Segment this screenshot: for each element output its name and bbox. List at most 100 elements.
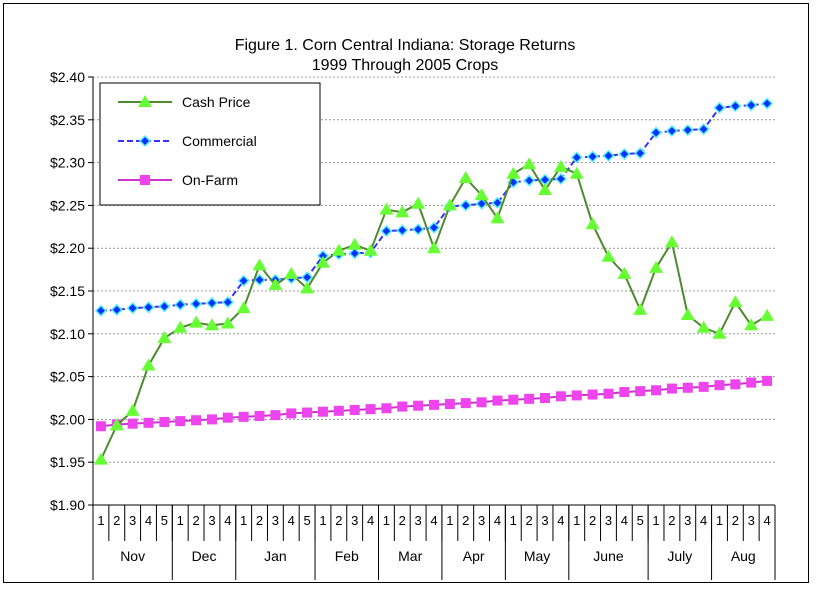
x-week-label: 1 [652,513,659,528]
data-point [412,223,425,236]
data-point [93,452,108,465]
data-point [459,199,472,212]
data-point [491,196,504,209]
data-point [268,278,283,291]
y-tick-label: $1.90 [50,497,85,513]
data-point [427,241,441,254]
data-point [396,224,409,237]
data-point [110,303,123,316]
data-point [601,249,616,262]
data-point [714,380,725,391]
data-point [555,391,566,402]
legend-box [99,82,321,206]
data-point [301,271,314,284]
data-point [696,320,711,333]
y-tick-label: $1.95 [50,454,85,470]
data-point [125,403,140,416]
data-point [238,411,249,422]
data-point [762,375,773,386]
x-week-label: 1 [573,513,580,528]
x-week-label: 2 [335,513,342,528]
data-point [365,404,376,415]
data-point [506,166,521,179]
data-point [158,300,171,313]
data-point [411,196,426,209]
data-point [633,302,648,315]
data-point [554,172,567,185]
data-point [713,101,726,114]
data-point [665,124,678,137]
data-point [697,123,710,136]
data-point [666,383,677,394]
data-point [300,281,315,294]
data-point [236,301,251,314]
data-point [587,389,598,400]
x-week-label: 3 [541,513,548,528]
x-week-label: 4 [224,513,231,528]
chart-title: Figure 1. Corn Central Indiana: Storage … [235,37,576,54]
x-month-label: Feb [335,548,359,564]
x-month-label: June [593,548,624,564]
x-week-label: 3 [351,513,358,528]
chart-subtitle: 1999 Through 2005 Crops [312,57,499,74]
data-point [635,386,646,397]
data-point [475,197,488,210]
data-point [524,393,535,404]
data-point [204,318,219,331]
data-point [331,243,346,256]
data-point [191,415,202,426]
x-week-label: 3 [605,513,612,528]
x-week-label: 3 [208,513,215,528]
data-point [159,416,170,427]
data-point [649,126,663,139]
y-tick-label: $2.35 [50,112,85,128]
data-point [586,150,599,163]
data-point [522,157,537,170]
x-week-label: 2 [462,513,469,528]
legend-label: Commercial [182,133,257,149]
x-week-label: 5 [303,513,310,528]
data-point [444,398,455,409]
data-point [603,388,614,399]
x-week-label: 4 [621,513,628,528]
x-week-label: 4 [430,513,437,528]
data-point [190,297,203,310]
legend-marker [140,175,150,185]
data-point [349,404,360,415]
x-week-label: 4 [763,513,770,528]
data-point [508,394,519,405]
data-point [442,198,457,211]
data-point [569,166,584,179]
data-point [254,410,265,421]
data-point [698,381,709,392]
data-point [651,385,662,396]
data-point [746,377,757,388]
data-point [127,418,138,429]
x-week-label: 2 [256,513,263,528]
x-week-label: 1 [383,513,390,528]
x-week-label: 2 [589,513,596,528]
x-week-label: 2 [526,513,533,528]
x-week-label: 4 [145,513,152,528]
series-cash-price [93,157,775,465]
data-point [157,331,172,344]
data-point [618,147,631,161]
x-week-label: 4 [700,513,707,528]
legend-label: On-Farm [182,172,238,188]
data-point [221,296,234,309]
data-point [619,387,630,398]
x-week-label: 2 [192,513,199,528]
y-tick-label: $2.00 [50,411,85,427]
data-point [712,326,727,339]
data-point [602,149,615,162]
series-on-farm [95,375,773,432]
x-week-label: 2 [113,513,120,528]
x-week-label: 1 [716,513,723,528]
x-week-label: 3 [748,513,755,528]
data-point [315,255,330,268]
data-point [253,273,266,286]
data-point [126,302,139,315]
data-point [617,266,632,279]
x-week-label: 1 [446,513,453,528]
data-point [571,390,582,401]
